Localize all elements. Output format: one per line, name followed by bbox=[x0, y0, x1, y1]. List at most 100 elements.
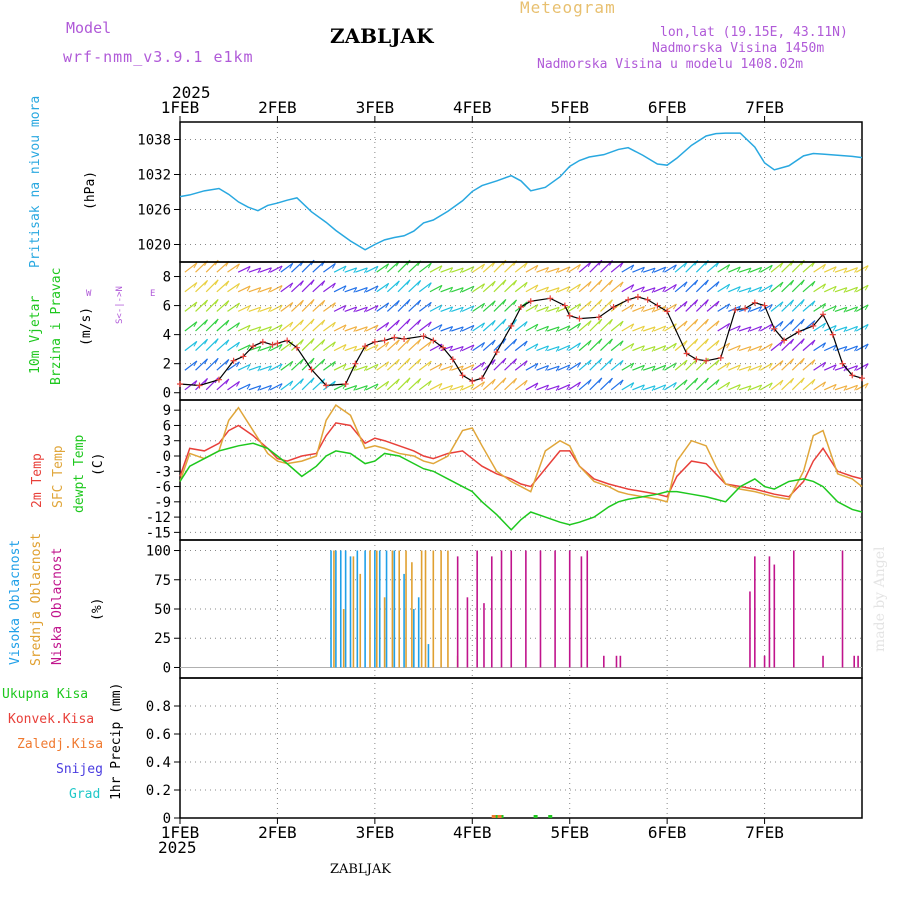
y-tick-label: 0.4 bbox=[146, 755, 171, 771]
wind-arrow-barb bbox=[790, 299, 795, 306]
wind-arrow-barb bbox=[331, 322, 336, 328]
wind-arrow bbox=[760, 362, 773, 371]
wind-arrow bbox=[248, 267, 262, 273]
wind-marker bbox=[634, 293, 641, 300]
wind-arrow bbox=[237, 344, 251, 352]
wind-arrow-barb bbox=[555, 385, 560, 392]
wind-arrow-barb bbox=[630, 264, 635, 271]
wind-arrow-barb bbox=[811, 300, 816, 307]
wind-arrow-barb bbox=[193, 301, 198, 308]
wind-arrow-barb bbox=[481, 322, 486, 329]
wind-arrow bbox=[482, 300, 496, 312]
wind-arrow-barb bbox=[395, 300, 400, 306]
wind-arrow bbox=[642, 385, 656, 391]
wind-arrow-barb bbox=[310, 318, 315, 325]
wind-arrow-barb bbox=[481, 303, 486, 309]
wind-arrow bbox=[323, 341, 336, 352]
wind-arrow-barb bbox=[832, 305, 837, 312]
wind-arrow-barb bbox=[513, 378, 517, 384]
wind-arrow-barb bbox=[342, 363, 347, 370]
wind-arrow-barb bbox=[236, 342, 240, 348]
wind-arrow bbox=[397, 357, 411, 371]
wind-arrow bbox=[365, 285, 379, 293]
wind-arrow-barb bbox=[246, 383, 251, 390]
wind-arrow-barb bbox=[406, 338, 411, 344]
wind-arrow-barb bbox=[651, 287, 656, 294]
wind-arrow bbox=[578, 300, 592, 312]
wind-arrow bbox=[312, 339, 326, 352]
wind-arrow-barb bbox=[854, 306, 858, 313]
wind-arrow bbox=[269, 383, 283, 391]
wind-arrow bbox=[514, 321, 528, 332]
wind-arrow bbox=[195, 279, 208, 293]
wind-arrow-barb bbox=[566, 345, 571, 351]
wind-arrow bbox=[344, 326, 357, 332]
wind-arrow bbox=[408, 260, 422, 273]
wind-arrow-barb bbox=[385, 322, 390, 328]
wind-arrow-barb bbox=[715, 359, 720, 366]
wind-arrow bbox=[834, 306, 848, 312]
wind-arrow bbox=[472, 361, 485, 371]
wind-arrow bbox=[674, 379, 688, 391]
wind-arrow bbox=[589, 318, 603, 332]
wind-arrow bbox=[557, 305, 571, 312]
wind-arrow-barb bbox=[438, 285, 443, 291]
wind-arrow bbox=[791, 279, 805, 293]
wind-arrow bbox=[227, 263, 240, 273]
wind-arrow bbox=[344, 286, 357, 293]
wind-arrow bbox=[717, 362, 731, 371]
wind-arrow-barb bbox=[502, 279, 507, 286]
wind-arrow bbox=[760, 284, 773, 293]
y-tick-label: -6 bbox=[154, 480, 171, 496]
wind-arrow-barb bbox=[694, 377, 699, 384]
wind-arrow-barb bbox=[704, 318, 709, 325]
y-tick-label: -12 bbox=[146, 510, 171, 526]
wind-arrow-barb bbox=[300, 299, 304, 306]
wind-arrow-barb bbox=[374, 364, 379, 370]
wind-marker bbox=[683, 350, 690, 357]
wind-arrow bbox=[429, 324, 443, 332]
wind-arrow-barb bbox=[854, 345, 858, 352]
wind-arrow bbox=[621, 342, 635, 352]
wind-arrow-barb bbox=[513, 358, 517, 364]
y-tick-label: 4 bbox=[163, 328, 171, 344]
wind-arrow-barb bbox=[598, 318, 603, 325]
wind-arrow-barb bbox=[672, 303, 677, 310]
wind-arrow-barb bbox=[225, 378, 230, 385]
wind-arrow-barb bbox=[641, 384, 645, 391]
wind-arrow-barb bbox=[310, 299, 315, 305]
wind-arrow bbox=[408, 338, 422, 352]
wind-arrow bbox=[706, 359, 720, 371]
wind-arrow-barb bbox=[736, 345, 741, 351]
wind-arrow-barb bbox=[417, 280, 422, 286]
wind-arrow bbox=[674, 359, 688, 371]
wind-arrow-barb bbox=[768, 363, 773, 369]
wind-arrow bbox=[642, 287, 656, 293]
wind-arrow bbox=[760, 343, 773, 352]
y-tick-label: 6 bbox=[163, 418, 171, 434]
wind-arrow-barb bbox=[843, 385, 848, 392]
cloud-bar-highs bbox=[330, 550, 430, 668]
wind-arrow-barb bbox=[225, 280, 230, 287]
wind-arrow bbox=[312, 280, 326, 293]
wind-arrow-barb bbox=[342, 285, 347, 291]
wind-arrow bbox=[280, 262, 294, 273]
wind-arrow-barb bbox=[619, 320, 624, 327]
wind-arrow bbox=[323, 302, 336, 312]
x-tick-label-bottom: 3FEB bbox=[356, 823, 395, 842]
wind-arrow-barb bbox=[417, 339, 422, 345]
wind-arrow bbox=[440, 384, 453, 391]
wind-arrow bbox=[632, 305, 645, 312]
wind-arrow-barb bbox=[651, 365, 656, 372]
wind-arrow bbox=[280, 380, 294, 391]
wind-arrow bbox=[610, 379, 624, 391]
wind-arrow bbox=[280, 360, 294, 371]
wind-arrow bbox=[461, 305, 475, 312]
wind-arrow-barb bbox=[598, 377, 603, 384]
wind-marker bbox=[625, 296, 632, 303]
precip-bar-total bbox=[494, 815, 499, 818]
wind-arrow-barb bbox=[555, 267, 560, 274]
wind-arrow-barb bbox=[214, 318, 219, 325]
wind-arrow-barb bbox=[246, 266, 251, 272]
